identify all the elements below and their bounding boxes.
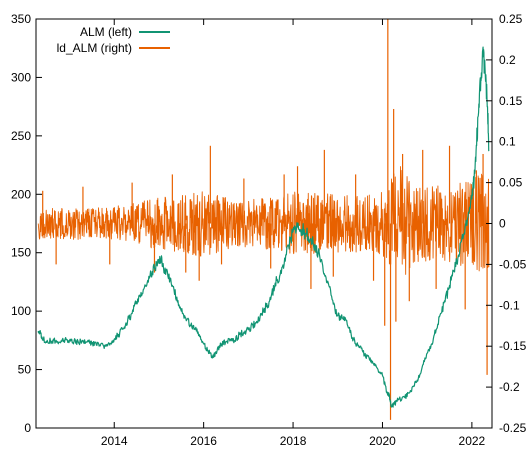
- right-axis-tick-label: -0.25: [499, 421, 527, 435]
- series-layer: [37, 19, 490, 420]
- x-axis-tick-label: 2020: [369, 434, 396, 448]
- left-axis-tick-label: 150: [11, 246, 31, 260]
- left-axis-tick-label: 0: [24, 421, 31, 435]
- x-axis-tick-label: 2014: [101, 434, 128, 448]
- left-axis-tick-label: 300: [11, 70, 31, 84]
- left-axis-tick-label: 50: [18, 363, 32, 377]
- left-axis-tick-label: 200: [11, 187, 31, 201]
- right-axis-tick-label: 0.05: [499, 176, 523, 190]
- left-axis-tick-label: 100: [11, 304, 31, 318]
- series-line-alm: [37, 46, 490, 408]
- right-axis-tick-label: 0.25: [499, 12, 523, 26]
- legend-label-ld-alm: ld_ALM (right): [57, 41, 132, 55]
- right-axis-tick-label: -0.05: [499, 257, 527, 271]
- axes-layer: 0 50 100 150 200 250 300 350 -0.25 -0.2 -0.15 -0.1 -…: [11, 12, 527, 448]
- right-axis-tick-label: -0.1: [499, 298, 520, 312]
- legend-label-alm: ALM (left): [80, 25, 132, 39]
- x-axis-tick-label: 2018: [280, 434, 307, 448]
- series-line-ld-alm: [37, 166, 490, 275]
- left-axis-tick-label: 350: [11, 12, 31, 26]
- right-axis-tick-label: 0.15: [499, 94, 523, 108]
- x-axis-tick-label: 2016: [190, 434, 217, 448]
- x-axis-tick-label: 2022: [459, 434, 486, 448]
- right-axis-tick-label: -0.15: [499, 339, 527, 353]
- right-axis-tick-label: 0: [499, 217, 506, 231]
- right-axis-tick-label: 0.2: [499, 53, 516, 67]
- legend: ALM (left) ld_ALM (right): [57, 25, 170, 55]
- right-axis-tick-label: -0.2: [499, 380, 520, 394]
- left-axis-tick-label: 250: [11, 129, 31, 143]
- right-axis-tick-label: 0.1: [499, 135, 516, 149]
